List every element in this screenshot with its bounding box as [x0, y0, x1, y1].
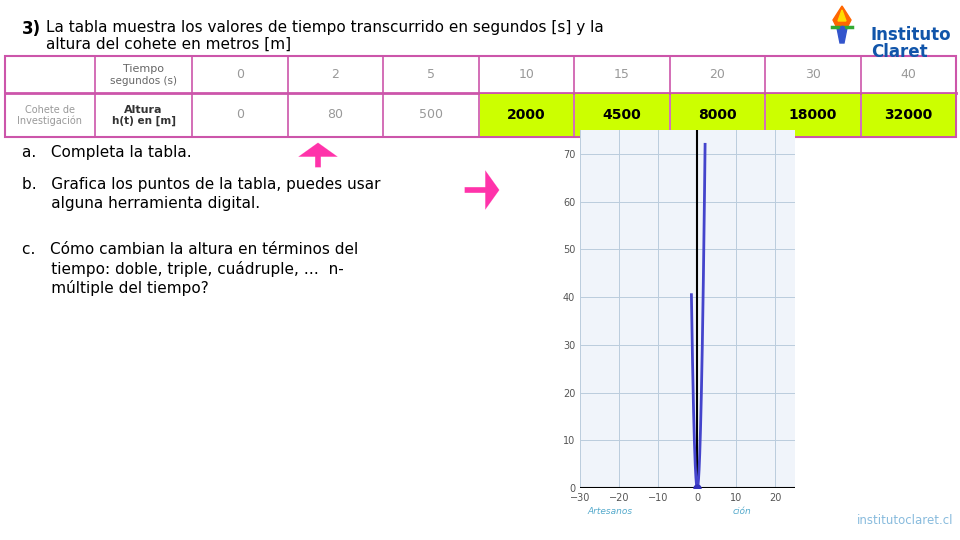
Text: 3): 3) — [22, 20, 41, 38]
Text: Tiempo: Tiempo — [123, 64, 164, 75]
Text: 30: 30 — [804, 68, 821, 81]
Text: Investigación: Investigación — [17, 116, 83, 126]
Text: a.   Completa la tabla.: a. Completa la tabla. — [22, 145, 192, 160]
Text: c.   Cómo cambian la altura en términos del: c. Cómo cambian la altura en términos de… — [22, 242, 358, 257]
Polygon shape — [837, 28, 847, 43]
Text: Instituto: Instituto — [871, 26, 951, 44]
Polygon shape — [833, 6, 851, 28]
Text: altura del cohete en metros [m]: altura del cohete en metros [m] — [46, 37, 291, 52]
Text: múltiple del tiempo?: múltiple del tiempo? — [22, 280, 208, 296]
Text: Claret: Claret — [871, 43, 927, 61]
Text: 32000: 32000 — [884, 108, 932, 122]
Text: 0: 0 — [236, 68, 244, 81]
Text: 500: 500 — [419, 109, 443, 122]
Text: ción: ción — [732, 507, 752, 516]
Text: 15: 15 — [613, 68, 630, 81]
Bar — [5, 56, 956, 137]
Text: 10: 10 — [518, 68, 534, 81]
Bar — [861, 94, 955, 136]
Text: 0: 0 — [236, 109, 244, 122]
Text: 4500: 4500 — [602, 108, 641, 122]
Text: La tabla muestra los valores de tiempo transcurrido en segundos [s] y la: La tabla muestra los valores de tiempo t… — [46, 20, 604, 35]
Text: Artesanos: Artesanos — [588, 507, 633, 516]
Text: institutoclaret.cl: institutoclaret.cl — [856, 514, 953, 527]
Text: 80: 80 — [327, 109, 344, 122]
Bar — [766, 94, 859, 136]
Text: tiempo: doble, triple, cuádruple, …  n-: tiempo: doble, triple, cuádruple, … n- — [22, 261, 344, 277]
Text: Altura: Altura — [124, 105, 163, 115]
Text: 2000: 2000 — [507, 108, 545, 122]
Text: alguna herramienta digital.: alguna herramienta digital. — [22, 196, 260, 211]
Text: 40: 40 — [900, 68, 916, 81]
Text: h(t) en [m]: h(t) en [m] — [111, 116, 176, 126]
Bar — [575, 94, 668, 136]
Text: 20: 20 — [709, 68, 725, 81]
Bar — [479, 94, 573, 136]
Text: 18000: 18000 — [788, 108, 837, 122]
Text: 5: 5 — [427, 68, 435, 81]
Bar — [670, 94, 764, 136]
Text: segundos (s): segundos (s) — [110, 77, 177, 86]
Text: 8000: 8000 — [698, 108, 736, 122]
Polygon shape — [838, 10, 846, 21]
Text: b.   Grafica los puntos de la tabla, puedes usar: b. Grafica los puntos de la tabla, puede… — [22, 177, 380, 192]
Text: 2: 2 — [331, 68, 339, 81]
Text: Cohete de: Cohete de — [25, 105, 75, 115]
